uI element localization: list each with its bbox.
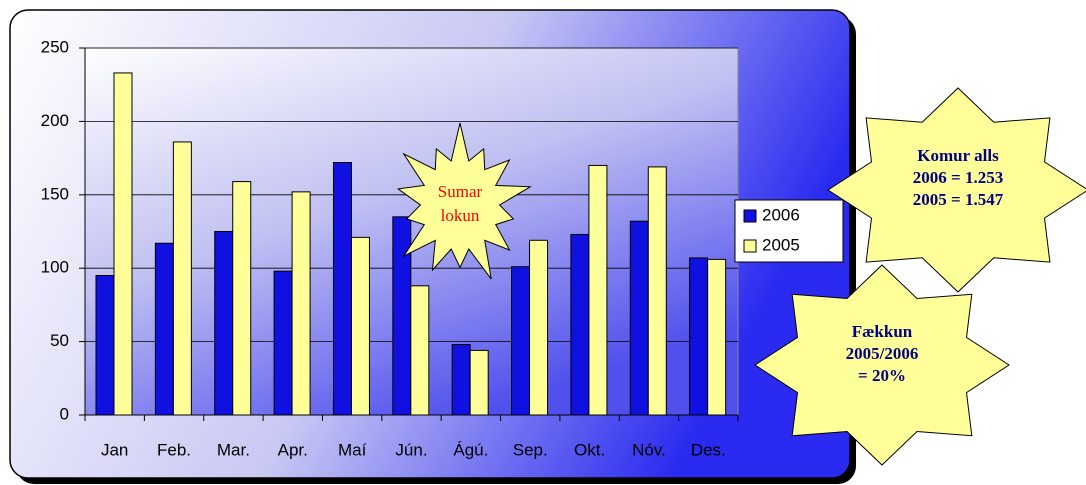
bar (511, 266, 531, 416)
annotation: 2006 = 1.253 (913, 168, 1003, 187)
bar (529, 239, 549, 416)
star-callout (827, 87, 1086, 293)
y-tick-label: 200 (41, 111, 69, 130)
legend-swatch (743, 239, 757, 253)
x-tick-label: Nóv. (632, 440, 666, 459)
bar (273, 270, 293, 416)
bar (350, 236, 370, 416)
bar (291, 191, 311, 416)
y-tick-label: 250 (41, 37, 69, 56)
x-tick-label: Jan (101, 440, 128, 459)
legend-label: 2005 (762, 235, 800, 254)
star-callout (754, 264, 1010, 466)
annotation: 2005/2006 (846, 344, 919, 363)
x-tick-label: Maí (338, 440, 367, 459)
y-tick-label: 100 (41, 258, 69, 277)
bar (629, 220, 649, 416)
bar (689, 257, 709, 416)
y-tick-label: 150 (41, 184, 69, 203)
bar (95, 275, 115, 416)
bar (392, 216, 412, 416)
bar (451, 344, 471, 416)
x-tick-label: Okt. (574, 440, 605, 459)
legend-label: 2006 (762, 205, 800, 224)
bar (113, 72, 133, 416)
bar (232, 181, 252, 416)
bar (154, 242, 174, 416)
x-tick-label: Feb. (157, 440, 191, 459)
x-tick-label: Des. (691, 440, 726, 459)
bar (588, 164, 608, 416)
bar (172, 141, 192, 416)
bar (570, 233, 590, 416)
x-tick-label: Apr. (278, 440, 308, 459)
annotation: 2005 = 1.547 (913, 190, 1004, 209)
bar (647, 166, 667, 416)
bar (214, 231, 234, 416)
bar (469, 349, 489, 416)
annotation: = 20% (858, 366, 906, 385)
x-tick-label: Mar. (217, 440, 250, 459)
bar (707, 258, 727, 416)
x-tick-label: Sep. (513, 440, 548, 459)
annotation: Fækkun (852, 322, 913, 341)
x-tick-label: Ágú. (453, 440, 488, 459)
bar (332, 162, 352, 416)
starburst (396, 122, 532, 280)
legend-swatch (743, 209, 757, 223)
annotation: Sumar (438, 182, 483, 201)
y-tick-label: 50 (50, 331, 69, 350)
annotation: lokun (441, 206, 480, 225)
bar (410, 285, 430, 416)
y-tick-label: 0 (60, 404, 69, 423)
x-tick-label: Jún. (395, 440, 427, 459)
annotation: Komur alls (917, 146, 999, 165)
